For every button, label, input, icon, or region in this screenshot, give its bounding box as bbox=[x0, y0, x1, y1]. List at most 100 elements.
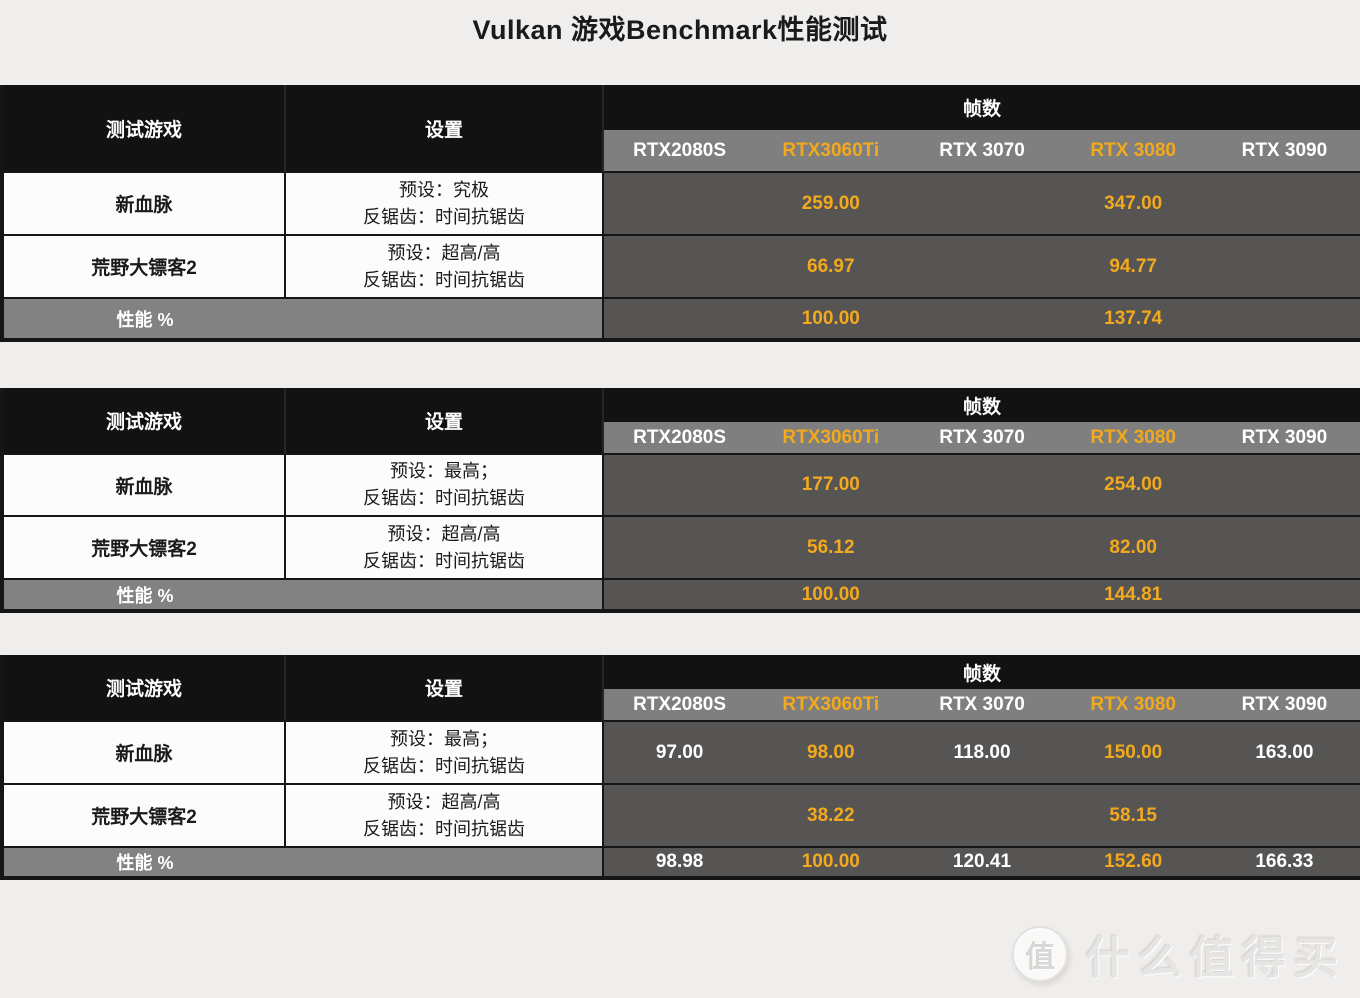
value-cell bbox=[604, 236, 756, 299]
value-cell: 347.00 bbox=[1057, 173, 1209, 236]
value-cell: 38.22 bbox=[755, 785, 907, 848]
watermark: 值 什么值得买 bbox=[1012, 922, 1346, 986]
settings-preset: 预设：超高/高 bbox=[387, 242, 501, 263]
value-cell: 259.00 bbox=[755, 173, 907, 236]
benchmark-table-1: 测试游戏 设置 帧数 RTX2080S RTX3060Ti RTX 3070 R… bbox=[0, 85, 1360, 342]
value-cell bbox=[1208, 517, 1360, 580]
benchmark-table-3: 测试游戏 设置 帧数 RTX2080S RTX3060Ti RTX 3070 R… bbox=[0, 655, 1360, 880]
perf-value-cell bbox=[906, 580, 1058, 613]
gpu-header-rtx2080s: RTX2080S bbox=[604, 689, 756, 722]
value-cell: 118.00 bbox=[906, 722, 1058, 785]
perf-value-cell: 152.60 bbox=[1057, 848, 1209, 880]
game-name-cell: 新血脉 bbox=[0, 455, 286, 517]
gpu-header-rtx3070: RTX 3070 bbox=[906, 130, 1058, 173]
header-cell-settings: 设置 bbox=[286, 85, 604, 173]
perf-label-cell: 性能 % bbox=[0, 580, 604, 613]
settings-preset: 预设：超高/高 bbox=[387, 523, 501, 544]
value-cell: 254.00 bbox=[1057, 455, 1209, 517]
header-cell-game: 测试游戏 bbox=[0, 388, 286, 455]
settings-antialias: 反锯齿：时间抗锯齿 bbox=[363, 818, 525, 839]
value-cell bbox=[604, 173, 756, 236]
header-cell-frames: 帧数 bbox=[604, 655, 1360, 689]
value-cell bbox=[604, 455, 756, 517]
settings-cell: 预设：最高； 反锯齿：时间抗锯齿 bbox=[286, 455, 604, 517]
value-cell: 82.00 bbox=[1057, 517, 1209, 580]
gpu-header-rtx3060ti: RTX3060Ti bbox=[755, 130, 907, 173]
perf-value-cell: 100.00 bbox=[755, 299, 907, 342]
header-cell-game: 测试游戏 bbox=[0, 85, 286, 173]
gpu-header-rtx3070: RTX 3070 bbox=[906, 422, 1058, 455]
watermark-text: 什么值得买 bbox=[1086, 934, 1346, 983]
settings-cell: 预设：最高； 反锯齿：时间抗锯齿 bbox=[286, 722, 604, 785]
value-cell: 94.77 bbox=[1057, 236, 1209, 299]
perf-label-cell: 性能 % bbox=[0, 848, 604, 880]
value-cell bbox=[1208, 173, 1360, 236]
settings-cell: 预设：超高/高 反锯齿：时间抗锯齿 bbox=[286, 785, 604, 848]
perf-value-cell: 120.41 bbox=[906, 848, 1058, 880]
header-cell-settings: 设置 bbox=[286, 388, 604, 455]
settings-preset: 预设：最高； bbox=[390, 461, 498, 481]
settings-antialias: 反锯齿：时间抗锯齿 bbox=[363, 206, 525, 227]
settings-cell: 预设：究极 反锯齿：时间抗锯齿 bbox=[286, 173, 604, 236]
value-cell: 98.00 bbox=[755, 722, 907, 785]
header-cell-game: 测试游戏 bbox=[0, 655, 286, 722]
perf-value-cell bbox=[1208, 299, 1360, 342]
value-cell: 163.00 bbox=[1208, 722, 1360, 785]
game-name-cell: 荒野大镖客2 bbox=[0, 517, 286, 580]
perf-value-cell bbox=[604, 299, 756, 342]
value-cell: 58.15 bbox=[1057, 785, 1209, 848]
game-name-cell: 荒野大镖客2 bbox=[0, 236, 286, 299]
header-cell-frames: 帧数 bbox=[604, 388, 1360, 422]
value-cell: 177.00 bbox=[755, 455, 907, 517]
settings-preset: 预设：最高； bbox=[390, 728, 498, 749]
value-cell bbox=[1208, 236, 1360, 299]
value-cell bbox=[604, 785, 756, 848]
value-cell bbox=[604, 517, 756, 580]
value-cell: 56.12 bbox=[755, 517, 907, 580]
settings-preset: 预设：究极 bbox=[399, 179, 489, 200]
value-cell: 97.00 bbox=[604, 722, 756, 785]
value-cell: 66.97 bbox=[755, 236, 907, 299]
gpu-header-rtx3060ti: RTX3060Ti bbox=[755, 422, 907, 455]
page-title: Vulkan 游戏Benchmark性能测试 bbox=[472, 15, 888, 45]
settings-antialias: 反锯齿：时间抗锯齿 bbox=[363, 488, 525, 508]
settings-antialias: 反锯齿：时间抗锯齿 bbox=[363, 755, 525, 776]
gpu-header-rtx3090: RTX 3090 bbox=[1208, 422, 1360, 455]
game-name-cell: 新血脉 bbox=[0, 173, 286, 236]
header-cell-settings: 设置 bbox=[286, 655, 604, 722]
perf-label: 性能 % bbox=[116, 309, 174, 330]
gpu-header-rtx3070: RTX 3070 bbox=[906, 689, 1058, 722]
watermark-logo-icon: 值 bbox=[1012, 926, 1068, 982]
settings-cell: 预设：超高/高 反锯齿：时间抗锯齿 bbox=[286, 236, 604, 299]
value-cell bbox=[1208, 455, 1360, 517]
perf-value-cell: 98.98 bbox=[604, 848, 756, 880]
perf-label: 性能 % bbox=[116, 853, 174, 873]
perf-value-cell: 144.81 bbox=[1057, 580, 1209, 613]
settings-antialias: 反锯齿：时间抗锯齿 bbox=[363, 550, 525, 571]
value-cell bbox=[906, 517, 1058, 580]
settings-cell: 预设：超高/高 反锯齿：时间抗锯齿 bbox=[286, 517, 604, 580]
value-cell bbox=[1208, 785, 1360, 848]
settings-antialias: 反锯齿：时间抗锯齿 bbox=[363, 269, 525, 290]
header-cell-frames: 帧数 bbox=[604, 85, 1360, 130]
perf-value-cell: 166.33 bbox=[1208, 848, 1360, 880]
value-cell bbox=[906, 785, 1058, 848]
perf-label: 性能 % bbox=[116, 585, 174, 606]
perf-value-cell: 100.00 bbox=[755, 848, 907, 880]
gpu-header-rtx2080s: RTX2080S bbox=[604, 130, 756, 173]
perf-value-cell: 100.00 bbox=[755, 580, 907, 613]
perf-value-cell bbox=[1208, 580, 1360, 613]
gpu-header-rtx2080s: RTX2080S bbox=[604, 422, 756, 455]
benchmark-table-2: 测试游戏 设置 帧数 RTX2080S RTX3060Ti RTX 3070 R… bbox=[0, 388, 1360, 613]
gpu-header-rtx3090: RTX 3090 bbox=[1208, 130, 1360, 173]
perf-value-cell bbox=[906, 299, 1058, 342]
gpu-header-rtx3080: RTX 3080 bbox=[1057, 689, 1209, 722]
perf-value-cell: 137.74 bbox=[1057, 299, 1209, 342]
gpu-header-rtx3090: RTX 3090 bbox=[1208, 689, 1360, 722]
gpu-header-rtx3080: RTX 3080 bbox=[1057, 130, 1209, 173]
gpu-header-rtx3080: RTX 3080 bbox=[1057, 422, 1209, 455]
perf-label-cell: 性能 % bbox=[0, 299, 604, 342]
value-cell bbox=[906, 455, 1058, 517]
value-cell bbox=[906, 173, 1058, 236]
gpu-header-rtx3060ti: RTX3060Ti bbox=[755, 689, 907, 722]
